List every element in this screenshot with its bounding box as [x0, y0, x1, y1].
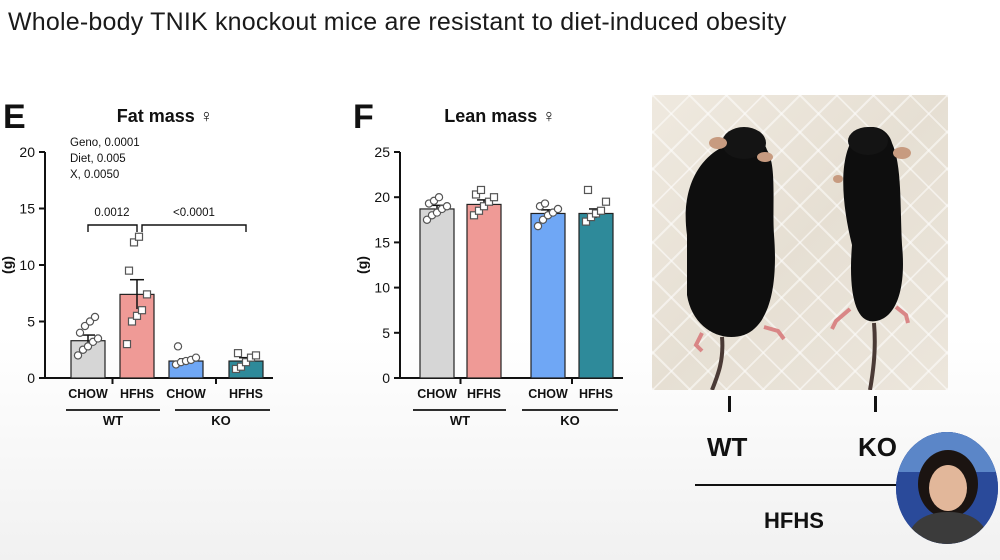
chart1-data-point [124, 266, 134, 275]
chart2-data-point [533, 221, 543, 231]
chart1-panel-letter: E [3, 98, 26, 136]
chart1-data-point [134, 232, 144, 241]
chart1-data-point [236, 362, 246, 371]
chart2-title: Lean mass ♀ [444, 106, 556, 126]
slide-title: Whole-body TNIK knockout mice are resist… [8, 8, 787, 36]
chart2-y-tick-label: 0 [382, 370, 390, 386]
chart2-y-axis-label: (g) [354, 256, 370, 274]
chart2-data-point [479, 202, 489, 211]
chart2-category-label: HFHS [467, 387, 501, 401]
chart1-data-point [251, 351, 261, 360]
wt-photo-label: WT [707, 432, 748, 462]
chart1-y-tick-label: 5 [27, 314, 35, 330]
ko-photo-label: KO [858, 432, 897, 462]
chart1-group-label: KO [211, 413, 231, 428]
chart2-y-tick-label: 15 [374, 234, 390, 250]
wt-tick [728, 396, 731, 412]
chart2-data-point [489, 193, 499, 202]
chart2-data-point [474, 206, 484, 215]
chart1-data-point [93, 334, 103, 343]
chart1-title: Fat mass ♀ [117, 106, 214, 126]
chart1-stats-text: X, 0.0050 [70, 169, 119, 181]
chart2-data-point [553, 204, 563, 214]
chart2-panel-letter: F [353, 98, 374, 136]
chart1-comparison-label: <0.0001 [173, 207, 215, 219]
mice-photo [652, 95, 948, 390]
chart1-data-point [142, 290, 152, 299]
chart1-category-label: CHOW [166, 387, 206, 401]
chart1-y-axis-label: (g) [0, 256, 15, 274]
chart1-data-point [129, 238, 139, 247]
chart2-data-point [442, 202, 452, 211]
chart2-category-label: HFHS [579, 387, 613, 401]
chart1-category-label: CHOW [68, 387, 108, 401]
chart2-bar [578, 212, 614, 379]
chart1-data-point [132, 311, 142, 320]
chart2-data-point [601, 197, 611, 206]
chart1-data-point [173, 342, 183, 351]
chart2-data-point [484, 197, 494, 206]
chart1-data-point [233, 349, 243, 358]
chart1-data-point [191, 353, 201, 362]
presenter-avatar [896, 432, 998, 544]
chart2-y-tick-label: 5 [382, 325, 390, 341]
chart1-stats-text: Geno, 0.0001 [70, 137, 140, 149]
chart2-bar [466, 203, 502, 379]
chart1-y-tick-label: 0 [27, 370, 35, 386]
chart1-group-label: WT [103, 413, 123, 428]
chart2-category-label: CHOW [417, 387, 457, 401]
chart1-data-point [73, 351, 83, 360]
chart1-data-point [127, 317, 137, 326]
chart2-data-point [540, 199, 550, 208]
chart1-y-tick-label: 15 [19, 201, 35, 217]
chart2-category-label: CHOW [528, 387, 568, 401]
chart2-y-tick-label: 25 [374, 144, 390, 160]
chart2-data-point [471, 190, 481, 199]
chart1-y-tick-label: 20 [19, 144, 35, 160]
ko-mouse [830, 127, 911, 390]
chart1-data-point [75, 328, 85, 337]
chart2-data-point [434, 192, 444, 202]
chart2-data-point [469, 211, 479, 220]
chart2-y-tick-label: 10 [374, 280, 390, 296]
chart1-y-tick-label: 10 [19, 257, 35, 273]
chart1-data-point [241, 358, 251, 367]
wt-mouse [685, 127, 786, 390]
chart1-comparison-bracket [87, 224, 138, 232]
chart1-comparison-label: 0.0012 [94, 207, 129, 219]
hfhs-photo-label: HFHS [764, 508, 824, 533]
chart1-stats-text: Diet, 0.005 [70, 153, 126, 165]
chart2-data-point [596, 206, 606, 215]
chart1-category-label: HFHS [120, 387, 154, 401]
chart2-data-point [581, 217, 591, 226]
chart2-data-point [476, 185, 486, 195]
chart2-group-label: WT [450, 413, 470, 428]
chart1-data-point [122, 340, 132, 349]
hfhs-divider [695, 484, 910, 486]
chart1-data-point [90, 312, 100, 322]
ko-tick [874, 396, 877, 412]
chart2-bar [419, 208, 455, 379]
chart1-category-label: HFHS [229, 387, 263, 401]
chart2-bar [530, 212, 566, 379]
chart1-comparison-bracket [141, 224, 247, 232]
chart2-group-label: KO [560, 413, 580, 428]
chart2-data-point [583, 185, 593, 195]
chart1-data-point [137, 306, 147, 315]
chart2-y-tick-label: 20 [374, 189, 390, 205]
